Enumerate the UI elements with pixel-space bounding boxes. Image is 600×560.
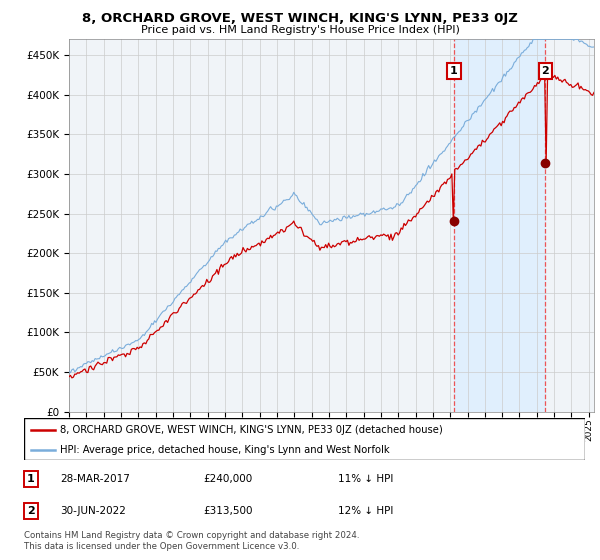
Bar: [454, 39, 545, 412]
Text: 12% ↓ HPI: 12% ↓ HPI: [338, 506, 394, 516]
Text: £240,000: £240,000: [203, 474, 253, 484]
Text: Contains HM Land Registry data © Crown copyright and database right 2024.
This d: Contains HM Land Registry data © Crown c…: [24, 531, 359, 550]
Text: 11% ↓ HPI: 11% ↓ HPI: [338, 474, 394, 484]
Text: 1: 1: [27, 474, 35, 484]
Text: 2: 2: [27, 506, 35, 516]
Text: HPI: Average price, detached house, King's Lynn and West Norfolk: HPI: Average price, detached house, King…: [61, 445, 390, 455]
Text: 1: 1: [450, 66, 458, 76]
Text: 2: 2: [542, 66, 550, 76]
Text: £313,500: £313,500: [203, 506, 253, 516]
Text: 8, ORCHARD GROVE, WEST WINCH, KING'S LYNN, PE33 0JZ: 8, ORCHARD GROVE, WEST WINCH, KING'S LYN…: [82, 12, 518, 25]
Text: 28-MAR-2017: 28-MAR-2017: [61, 474, 130, 484]
Text: Price paid vs. HM Land Registry's House Price Index (HPI): Price paid vs. HM Land Registry's House …: [140, 25, 460, 35]
Text: 8, ORCHARD GROVE, WEST WINCH, KING'S LYNN, PE33 0JZ (detached house): 8, ORCHARD GROVE, WEST WINCH, KING'S LYN…: [61, 424, 443, 435]
Text: 30-JUN-2022: 30-JUN-2022: [61, 506, 127, 516]
